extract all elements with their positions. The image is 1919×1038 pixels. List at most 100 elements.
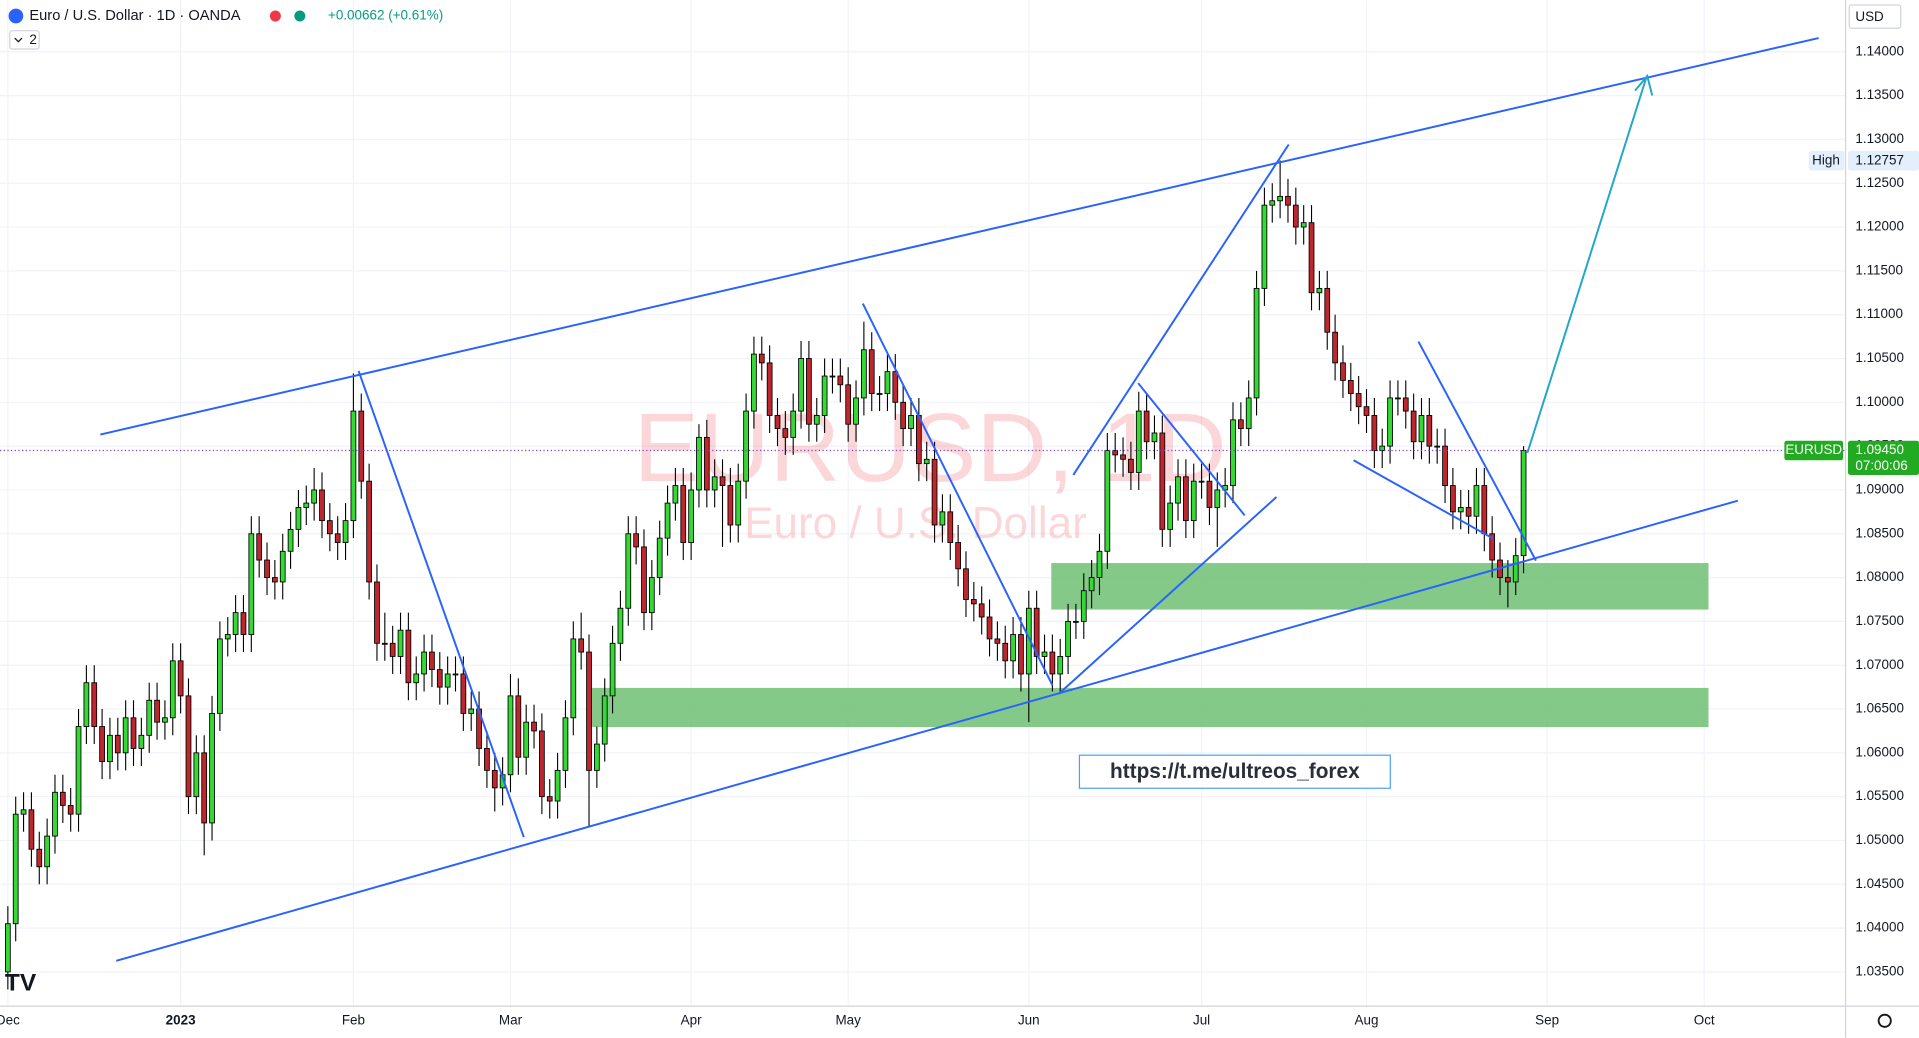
annotation-box — [1078, 754, 1391, 789]
candle-body — [1214, 489, 1221, 508]
indicator-toggle[interactable] — [9, 30, 40, 50]
candle-body — [727, 485, 734, 526]
candle-body — [546, 796, 553, 802]
candle-body — [193, 752, 200, 798]
x-tick-label: Dec — [0, 1012, 20, 1027]
candle-body — [1190, 480, 1197, 522]
candle-body — [986, 616, 993, 640]
status-dot — [294, 10, 306, 22]
candle-body — [311, 489, 318, 504]
trendline — [115, 499, 1739, 962]
candle-body — [758, 353, 765, 364]
change: +0.00662 (+0.61%) — [328, 8, 443, 23]
candle-body — [743, 410, 749, 482]
candle-body — [1049, 651, 1056, 675]
candle-body — [1520, 450, 1527, 557]
candle-body — [751, 353, 757, 412]
candle-body — [735, 480, 742, 526]
candle-body — [381, 642, 388, 645]
x-tick-label: Feb — [342, 1012, 365, 1027]
candles — [4, 160, 1527, 990]
candle-body — [994, 638, 1001, 644]
settings-icon[interactable] — [1877, 1013, 1892, 1028]
candle-body — [169, 660, 176, 719]
candle-body — [876, 393, 883, 395]
candle-body — [1041, 651, 1048, 657]
candle-body — [389, 642, 396, 657]
candle-body — [1151, 432, 1158, 443]
candle-body — [1489, 533, 1496, 561]
candle-body — [201, 752, 208, 824]
y-tick-label: 1.13000 — [1855, 131, 1904, 146]
candle-body — [1010, 634, 1016, 662]
candle-body — [1450, 485, 1456, 513]
candle-body — [83, 682, 90, 727]
candle-body — [868, 349, 875, 394]
y-tick-label: 1.04000 — [1855, 920, 1904, 935]
candle-body — [248, 533, 255, 635]
candle-body — [436, 669, 443, 688]
y-tick-label: 1.10000 — [1855, 394, 1904, 409]
candle-body — [672, 485, 679, 504]
candle-body — [1355, 393, 1362, 408]
candle-body — [1402, 397, 1409, 412]
currency-button[interactable] — [1848, 4, 1902, 29]
candle-body — [978, 603, 985, 618]
watermark: EURUSD, 1D — [634, 392, 1227, 502]
high-price-tag — [1848, 150, 1919, 171]
candle-body — [586, 651, 592, 771]
candle-body — [264, 559, 270, 579]
candle-body — [711, 476, 718, 491]
candle-body — [295, 507, 302, 530]
candle-body — [1465, 507, 1472, 517]
y-tick-label: 1.07500 — [1855, 613, 1904, 628]
symbol-icon — [8, 8, 24, 24]
candle-body — [594, 743, 600, 771]
symbol-label: EURUSD — [1785, 442, 1842, 457]
candle-body — [923, 458, 930, 465]
candle-body — [59, 791, 66, 806]
candle-body — [28, 809, 35, 850]
candle-body — [1473, 485, 1480, 517]
candle-body — [1442, 445, 1448, 486]
y-tick-label: 1.06000 — [1855, 744, 1904, 759]
candle-body — [326, 520, 333, 535]
annotation[interactable]: https://t.me/ultreos_forex — [1110, 760, 1360, 783]
candle-body — [1206, 480, 1213, 508]
last-price: EURUSD High — [0, 150, 1846, 461]
arrow — [1526, 78, 1648, 454]
candle-body — [578, 638, 585, 653]
candle-body — [1128, 458, 1134, 473]
x-tick-label: May — [835, 1012, 861, 1027]
candle-body — [1018, 634, 1024, 675]
candle-body — [1340, 362, 1346, 381]
candle-body — [209, 712, 215, 824]
logo: TV — [5, 970, 37, 997]
candle-body — [633, 533, 639, 548]
candle-body — [908, 415, 914, 430]
candle-body — [177, 660, 184, 697]
candle-body — [138, 734, 145, 749]
candle-body — [36, 848, 43, 868]
candle-body — [185, 695, 192, 798]
candle-body — [1269, 200, 1276, 206]
candle-body — [900, 401, 907, 430]
candle-body — [515, 695, 522, 758]
candle-body — [1285, 195, 1291, 206]
candle-body — [421, 651, 427, 675]
candle-body — [1292, 204, 1299, 228]
candle-body — [648, 577, 655, 614]
candle-body — [892, 371, 899, 403]
candle-body — [1481, 485, 1488, 535]
y-tick-label: 1.07000 — [1855, 657, 1904, 672]
candle-body — [52, 791, 58, 837]
candle-body — [303, 502, 310, 508]
candle-body — [232, 612, 239, 635]
candle-body — [460, 673, 467, 714]
candle-body — [790, 410, 797, 438]
candle-body — [405, 629, 412, 684]
y-tick-label: 1.12500 — [1855, 175, 1904, 190]
high-tag — [1808, 150, 1845, 171]
candle-body — [782, 428, 789, 438]
candle-body — [915, 415, 922, 465]
